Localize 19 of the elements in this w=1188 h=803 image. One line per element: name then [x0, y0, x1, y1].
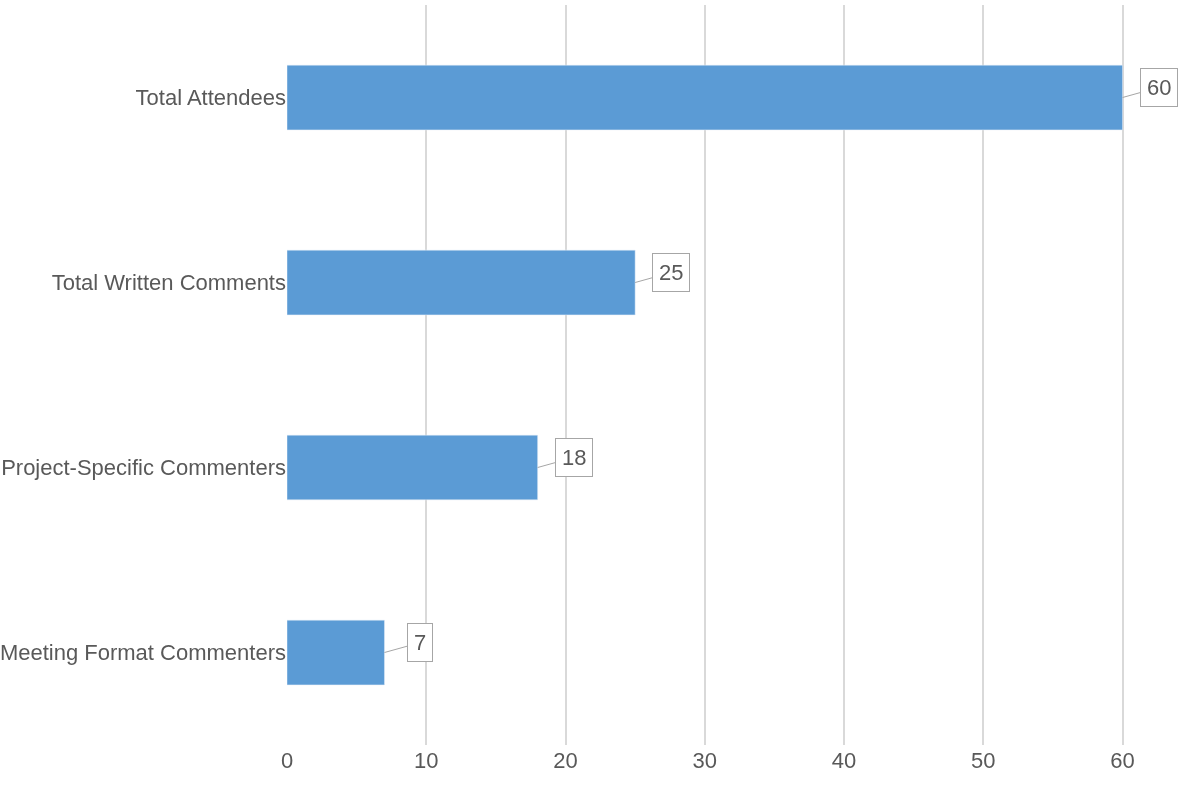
- bar: [287, 249, 636, 316]
- x-tick-label: 10: [414, 748, 439, 773]
- x-tick-label: 20: [553, 748, 578, 773]
- y-tick-label: Total Written Comments: [51, 270, 286, 296]
- y-tick-label: Total Attendees: [135, 85, 286, 111]
- bar: [287, 64, 1123, 131]
- data-label: 25: [659, 260, 684, 285]
- x-tick-label: 0: [280, 748, 294, 773]
- x-tick-label: 60: [1110, 748, 1135, 773]
- bar: [287, 619, 385, 686]
- x-tick-label: 50: [971, 748, 996, 773]
- x-tick-label: 40: [831, 748, 857, 773]
- data-label: 7: [414, 630, 427, 655]
- y-tick-label: Meeting Format Commenters: [0, 640, 286, 666]
- bar: [287, 434, 538, 501]
- data-label: 60: [1147, 75, 1172, 100]
- x-tick-label: 30: [692, 748, 718, 773]
- y-tick-label: Project-Specific Commenters: [1, 455, 286, 481]
- data-label: 18: [562, 445, 587, 470]
